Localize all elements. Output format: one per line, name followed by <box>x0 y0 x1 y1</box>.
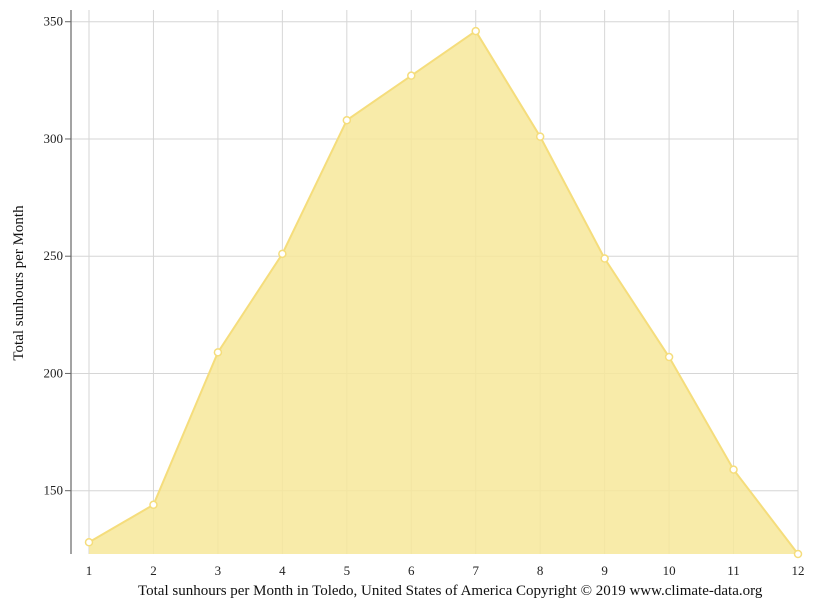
y-tick-label: 300 <box>44 131 64 146</box>
data-point[interactable] <box>342 115 352 125</box>
y-axis-title: Total sunhours per Month <box>11 205 27 361</box>
data-point[interactable] <box>149 500 158 510</box>
x-tick-label: 9 <box>601 563 608 578</box>
x-tick-label: 6 <box>408 563 415 578</box>
data-point[interactable] <box>535 132 545 141</box>
area-fill <box>89 31 798 554</box>
data-point[interactable] <box>600 254 609 263</box>
x-tick-label: 7 <box>472 563 479 578</box>
x-tick-label: 5 <box>344 563 351 578</box>
data-markers <box>84 26 803 559</box>
data-point[interactable] <box>278 249 287 259</box>
x-tick-label: 12 <box>792 563 805 578</box>
data-point[interactable] <box>84 538 94 547</box>
x-tick-label: 4 <box>279 563 286 578</box>
y-tick-label: 150 <box>44 483 64 498</box>
area-layer <box>88 29 799 555</box>
x-tick-label: 1 <box>86 563 93 578</box>
y-tick-label: 250 <box>44 248 64 263</box>
data-point[interactable] <box>471 26 480 36</box>
data-point[interactable] <box>664 352 674 362</box>
chart-caption: Total sunhours per Month in Toledo, Unit… <box>138 583 763 599</box>
data-point[interactable] <box>213 348 223 357</box>
series-line <box>88 29 799 555</box>
x-tick-label: 2 <box>150 563 157 578</box>
data-point[interactable] <box>729 465 738 474</box>
data-point[interactable] <box>407 71 416 80</box>
axes <box>65 10 72 554</box>
x-tick-label: 3 <box>215 563 222 578</box>
y-tick-label: 200 <box>44 365 64 380</box>
x-tick-label: 10 <box>663 563 676 578</box>
x-tick-label: 8 <box>537 563 544 578</box>
x-tick-label: 11 <box>727 563 740 578</box>
y-tick-label: 350 <box>44 14 64 29</box>
data-point[interactable] <box>793 549 803 559</box>
